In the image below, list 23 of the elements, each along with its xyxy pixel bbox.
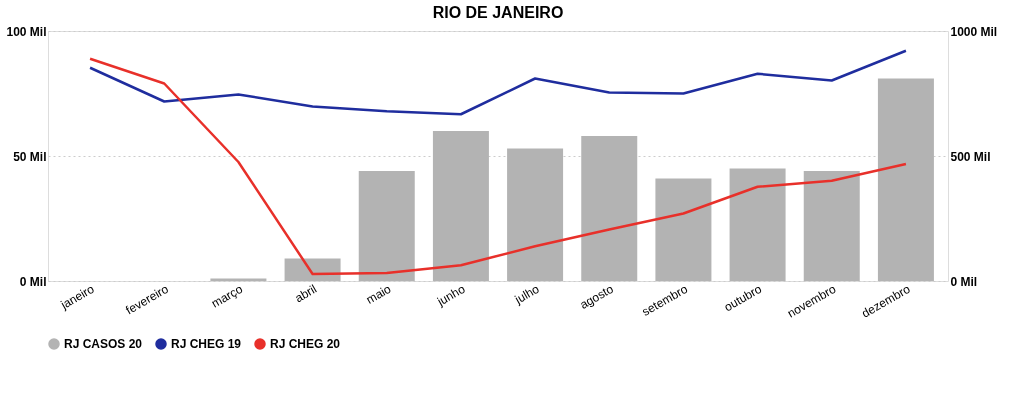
y-tick-label: 0 Mil (19, 274, 47, 289)
line-series (88, 57, 908, 276)
y2-tick-label: 1000 Mil (950, 24, 998, 39)
bar (655, 178, 712, 281)
legend-label: RJ CHEG 19 (171, 337, 242, 351)
x-tick-label: julho (511, 281, 542, 308)
bar (581, 136, 638, 281)
bar (432, 131, 489, 281)
x-tick-label: maio (363, 281, 394, 307)
bar (358, 171, 415, 281)
bar (803, 171, 860, 281)
legend-label: RJ CASOS 20 (64, 337, 143, 351)
y2-tick-label: 500 Mil (950, 149, 991, 164)
y-tick-label: 100 Mil (6, 24, 47, 39)
legend-label: RJ CHEG 20 (270, 337, 341, 351)
bar (507, 148, 564, 281)
bar (877, 78, 934, 281)
x-tick-label: abril (292, 281, 320, 306)
bar (729, 168, 786, 281)
y2-tick-label: 0 Mil (950, 274, 978, 289)
chart-title: RIO DE JANEIRO (432, 4, 564, 21)
y-tick-label: 50 Mil (13, 149, 47, 164)
line-series (88, 49, 908, 116)
